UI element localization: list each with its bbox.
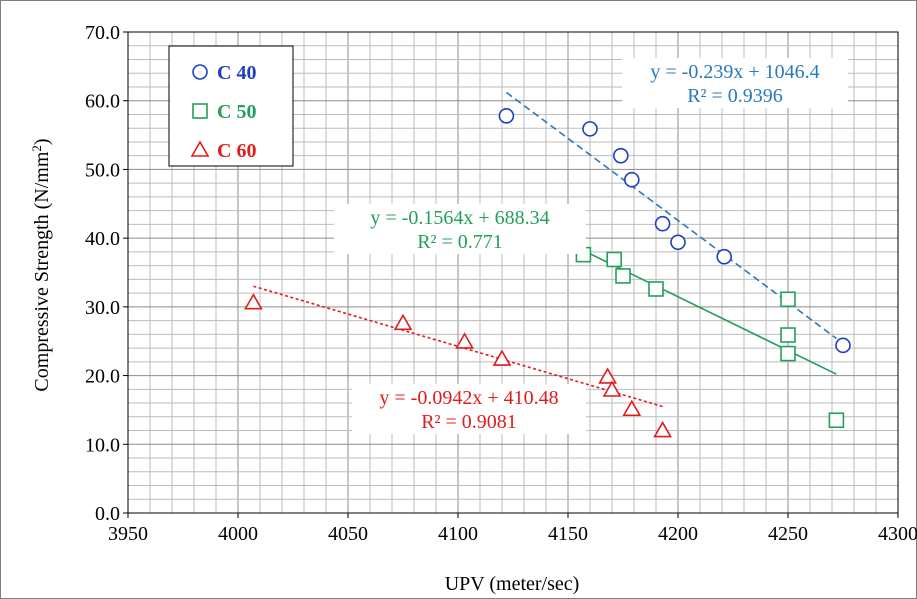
x-axis-title: UPV (meter/sec) (445, 573, 580, 595)
data-point-triangle (492, 349, 512, 366)
trendline-equation: y = -0.239x + 1046.4 (650, 61, 819, 83)
data-point-circle (623, 171, 640, 188)
x-tick-label: 4100 (438, 523, 478, 545)
trendline-equation: y = -0.0942x + 410.48 (379, 387, 558, 409)
data-point-square (648, 281, 664, 297)
legend-label: C 40 (217, 62, 256, 84)
y-tick-label: 50.0 (85, 159, 120, 181)
data-point-square (780, 291, 796, 308)
data-point-circle (612, 147, 629, 164)
y-axis-title-sup: 2 (29, 145, 44, 152)
data-point-circle (498, 108, 515, 124)
x-tick-label: 4300 (878, 523, 917, 545)
y-axis-title-close: ) (31, 138, 53, 145)
data-point-circle (670, 234, 686, 251)
data-point-square (606, 251, 623, 268)
legend: C 40 C 50 C 60 (168, 45, 294, 167)
data-point-circle (716, 248, 733, 265)
x-tick-label: 4000 (218, 523, 258, 545)
equation-box (352, 384, 586, 434)
x-tick-label: 3950 (108, 523, 148, 545)
data-point-circle (835, 337, 851, 354)
data-point-circle (654, 215, 671, 232)
y-axis-title-main: Compressive Strength (N/mm (31, 151, 53, 391)
y-tick-label: 0.0 (95, 503, 120, 525)
trendline-r2: R² = 0.9081 (421, 411, 517, 433)
data-point-triangle (393, 313, 413, 331)
y-tick-label: 20.0 (85, 366, 120, 388)
y-tick-label: 30.0 (85, 297, 120, 319)
data-point-triangle (598, 367, 617, 384)
legend-marker-square (192, 103, 208, 119)
data-point-square (615, 268, 631, 284)
x-tick-label: 4150 (548, 523, 588, 545)
trendline-r2: R² = 0.9396 (687, 85, 783, 107)
y-tick-label: 10.0 (85, 434, 120, 456)
legend-box (168, 45, 294, 167)
data-point-square (780, 327, 796, 343)
x-tick-label: 4250 (768, 523, 808, 545)
tick-labels: 3950 4000 4050 4100 4150 4200 4250 4300 0.0 10.0 2… (85, 22, 917, 545)
data-point-triangle (244, 293, 263, 310)
plot-area-border (127, 31, 899, 514)
trendline-r2: R² = 0.771 (417, 231, 503, 253)
equation-box (334, 204, 586, 254)
x-tick-label: 4200 (658, 523, 698, 545)
x-tick-label: 4050 (328, 523, 368, 545)
data-point-square (780, 345, 796, 362)
data-point-triangle (455, 332, 474, 349)
equation-box (622, 58, 848, 108)
data-point-triangle (622, 399, 642, 417)
y-tick-label: 70.0 (85, 22, 120, 44)
trendline-equation: y = -0.1564x + 688.34 (370, 207, 549, 229)
y-tick-label: 40.0 (85, 228, 120, 250)
y-axis-title: Compressive Strength (N/mm2) (29, 138, 53, 391)
legend-marker-circle (192, 64, 208, 80)
data-points (244, 108, 851, 438)
data-point-triangle (602, 380, 622, 397)
data-point-triangle (653, 420, 672, 438)
trendline-equations: y = -0.239x + 1046.4R² = 0.9396 y = -0.15… (334, 58, 848, 434)
legend-marker-triangle (190, 140, 210, 157)
legend-label: C 50 (217, 101, 256, 123)
data-point-circle (582, 121, 598, 137)
data-point-square (828, 412, 845, 429)
legend-label: C 60 (217, 140, 256, 162)
y-tick-label: 60.0 (85, 91, 120, 113)
